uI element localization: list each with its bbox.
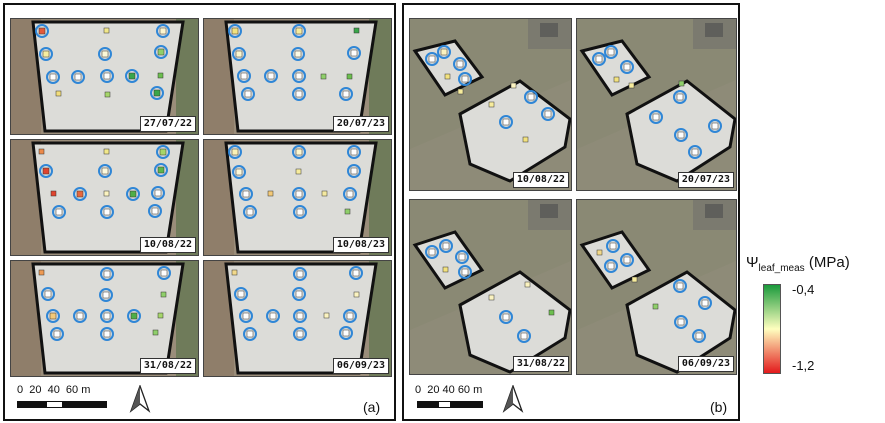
measurement-points <box>425 239 555 343</box>
field-b-3 <box>410 200 571 374</box>
map-a-1: 27/07/22 <box>10 18 199 135</box>
field-b-4 <box>577 200 736 374</box>
field-b-1 <box>410 19 571 190</box>
scale-bar <box>17 401 107 408</box>
map-a-3: 10/08/22 <box>10 139 199 256</box>
map-a-4: 10/08/23 <box>203 139 392 256</box>
measurement-points <box>592 45 722 159</box>
date-label: 31/08/22 <box>512 356 569 372</box>
measurement-points <box>228 24 361 101</box>
field-a-2 <box>204 19 391 134</box>
date-label: 27/07/22 <box>139 116 196 132</box>
measurement-points <box>231 266 363 341</box>
field-a-5 <box>11 261 198 376</box>
measurement-points <box>228 145 361 219</box>
map-b-4: 06/09/23 <box>576 199 737 375</box>
scale-bar <box>417 401 483 408</box>
north-arrow-icon <box>502 385 524 413</box>
panel-label: (a) <box>363 399 381 415</box>
map-a-2: 20/07/23 <box>203 18 392 135</box>
legend-max-label: -0,4 <box>792 282 815 297</box>
field-a-6 <box>204 261 391 376</box>
map-b-1: 10/08/22 <box>409 18 572 191</box>
date-label: 10/08/22 <box>139 237 196 253</box>
map-a-6: 06/09/23 <box>203 260 392 377</box>
field-a-1 <box>11 19 198 134</box>
legend-title: Ψleaf_meas (MPa) <box>746 254 850 274</box>
scale-bar-label: 0 20 40 60 m <box>17 384 91 396</box>
field-b-2 <box>577 19 736 190</box>
measurement-points <box>425 45 555 143</box>
date-label: 31/08/22 <box>139 358 196 374</box>
legend-unit: (MPa) <box>808 254 850 271</box>
date-label: 06/09/23 <box>332 358 389 374</box>
measurement-points <box>35 24 170 100</box>
measurement-points <box>596 239 712 343</box>
date-label: 10/08/23 <box>332 237 389 253</box>
date-label: 20/07/23 <box>677 172 734 188</box>
north-arrow-icon <box>129 385 151 413</box>
date-label: 10/08/22 <box>512 172 569 188</box>
date-label: 20/07/23 <box>332 116 389 132</box>
scale-bar-label: 0 20 40 60 m <box>415 384 483 396</box>
legend-color-ramp <box>763 284 781 374</box>
panel-label: (b) <box>710 399 728 415</box>
legend-symbol: Ψ <box>746 254 759 271</box>
measurement-points <box>38 266 171 341</box>
map-a-5: 31/08/22 <box>10 260 199 377</box>
field-a-4 <box>204 140 391 255</box>
map-b-2: 20/07/23 <box>576 18 737 191</box>
date-label: 06/09/23 <box>677 356 734 372</box>
measurement-points <box>38 145 170 219</box>
panel-a: 27/07/22 20/ <box>3 3 396 421</box>
map-b-3: 31/08/22 <box>409 199 572 375</box>
field-a-3 <box>11 140 198 255</box>
panel-b: 10/08/22 20/07/23 <box>402 3 740 421</box>
legend-min-label: -1,2 <box>792 358 815 373</box>
legend-subscript: leaf_meas <box>758 263 805 274</box>
